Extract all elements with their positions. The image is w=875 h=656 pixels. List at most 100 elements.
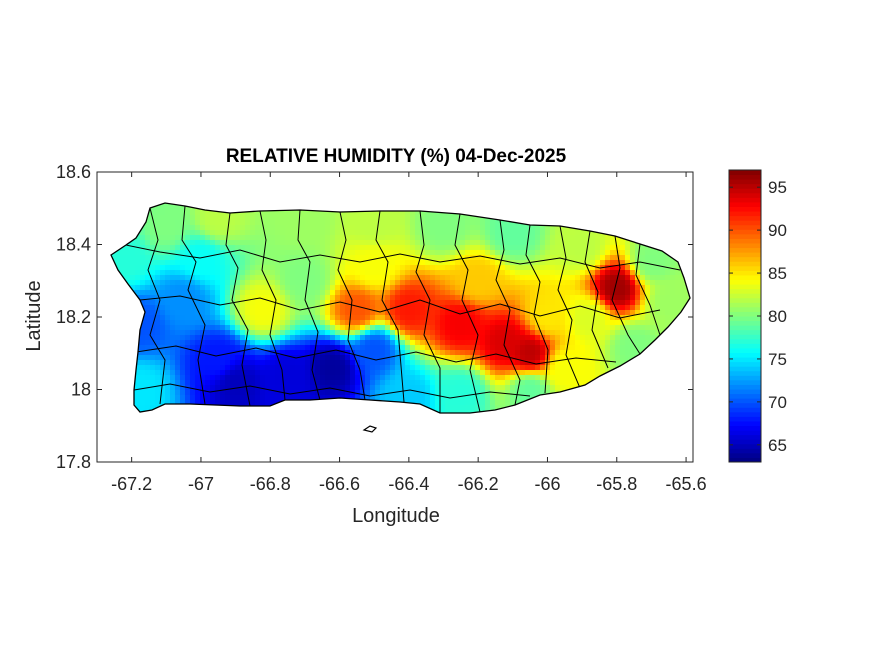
humidity-cell: [155, 245, 161, 251]
humidity-cell: [455, 255, 461, 261]
humidity-cell: [205, 215, 211, 221]
humidity-cell: [385, 215, 391, 221]
humidity-cell: [255, 225, 261, 231]
humidity-cell: [360, 310, 366, 316]
humidity-cell: [600, 355, 606, 361]
humidity-cell: [515, 310, 521, 316]
humidity-cell: [215, 285, 221, 291]
humidity-cell: [650, 335, 656, 341]
humidity-cell: [255, 305, 261, 311]
humidity-cell: [390, 245, 396, 251]
humidity-cell: [335, 210, 341, 216]
humidity-cell: [520, 340, 526, 346]
humidity-cell: [360, 260, 366, 266]
humidity-cell: [415, 260, 421, 266]
humidity-cell: [360, 335, 366, 341]
humidity-cell: [525, 370, 531, 376]
humidity-cell: [395, 335, 401, 341]
humidity-cell: [540, 260, 546, 266]
humidity-cell: [210, 325, 216, 331]
humidity-cell: [130, 285, 136, 291]
humidity-cell: [570, 270, 576, 276]
humidity-cell: [340, 295, 346, 301]
humidity-cell: [405, 340, 411, 346]
humidity-cell: [275, 210, 281, 216]
humidity-cell: [130, 280, 136, 286]
humidity-cell: [330, 355, 336, 361]
humidity-cell: [180, 390, 186, 396]
humidity-cell: [630, 310, 636, 316]
humidity-cell: [550, 235, 556, 241]
humidity-cell: [390, 255, 396, 261]
humidity-cell: [140, 330, 146, 336]
humidity-cell: [405, 260, 411, 266]
humidity-cell: [140, 290, 146, 296]
humidity-cell: [405, 375, 411, 381]
humidity-cell: [325, 380, 331, 386]
humidity-cell: [290, 250, 296, 256]
humidity-cell: [460, 275, 466, 281]
humidity-cell: [205, 220, 211, 226]
humidity-cell: [235, 370, 241, 376]
humidity-cell: [485, 355, 491, 361]
humidity-cell: [430, 340, 436, 346]
humidity-cell: [470, 220, 476, 226]
humidity-cell: [520, 365, 526, 371]
humidity-cell: [565, 240, 571, 246]
humidity-cell: [345, 270, 351, 276]
humidity-cell: [310, 320, 316, 326]
humidity-cell: [175, 360, 181, 366]
humidity-cell: [300, 325, 306, 331]
humidity-cell: [375, 310, 381, 316]
humidity-cell: [240, 320, 246, 326]
humidity-cell: [175, 250, 181, 256]
humidity-cell: [385, 290, 391, 296]
humidity-cell: [385, 210, 391, 216]
humidity-cell: [645, 325, 651, 331]
humidity-cell: [310, 380, 316, 386]
humidity-cell: [645, 255, 651, 261]
humidity-cell: [210, 220, 216, 226]
humidity-cell: [580, 255, 586, 261]
humidity-cell: [620, 340, 626, 346]
humidity-cell: [220, 255, 226, 261]
humidity-cell: [670, 290, 676, 296]
humidity-cell: [410, 370, 416, 376]
humidity-cell: [555, 250, 561, 256]
humidity-cell: [295, 240, 301, 246]
humidity-cell: [315, 215, 321, 221]
humidity-cell: [260, 360, 266, 366]
humidity-cell: [295, 215, 301, 221]
humidity-cell: [520, 315, 526, 321]
humidity-cell: [370, 385, 376, 391]
humidity-cell: [255, 330, 261, 336]
humidity-cell: [215, 275, 221, 281]
humidity-cell: [220, 315, 226, 321]
humidity-cell: [420, 285, 426, 291]
humidity-cell: [230, 395, 236, 401]
humidity-cell: [445, 380, 451, 386]
humidity-cell: [215, 290, 221, 296]
humidity-cell: [635, 285, 641, 291]
humidity-cell: [230, 380, 236, 386]
humidity-cell: [265, 290, 271, 296]
humidity-cell: [580, 300, 586, 306]
humidity-cell: [135, 370, 141, 376]
humidity-cell: [415, 225, 421, 231]
humidity-cell: [470, 295, 476, 301]
humidity-cell: [495, 230, 501, 236]
humidity-cell: [390, 350, 396, 356]
humidity-cell: [210, 370, 216, 376]
humidity-cell: [405, 255, 411, 261]
humidity-cell: [130, 275, 136, 281]
humidity-cell: [320, 315, 326, 321]
humidity-cell: [220, 300, 226, 306]
humidity-cell: [260, 330, 266, 336]
humidity-cell: [370, 275, 376, 281]
humidity-cell: [505, 395, 511, 401]
humidity-cell: [485, 270, 491, 276]
humidity-cell: [365, 240, 371, 246]
humidity-cell: [330, 245, 336, 251]
humidity-cell: [405, 220, 411, 226]
humidity-cell: [195, 340, 201, 346]
